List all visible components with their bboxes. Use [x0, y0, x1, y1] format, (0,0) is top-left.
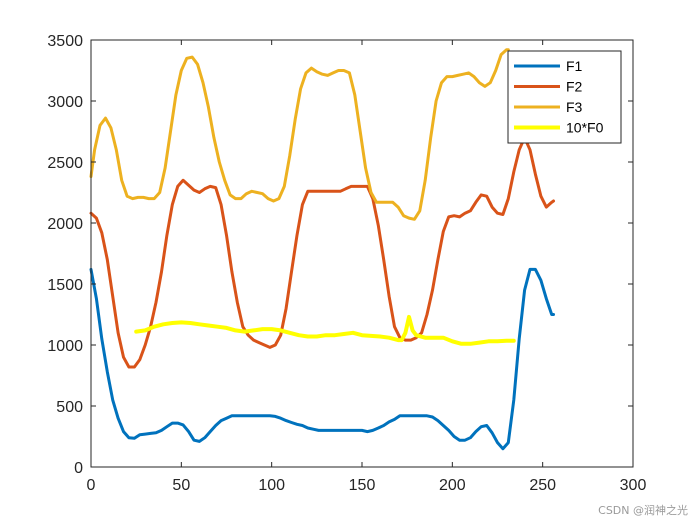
x-tick-label: 150 [349, 477, 376, 494]
series-line-f2 [89, 136, 555, 369]
y-tick-label: 0 [74, 460, 83, 477]
y-tick-label: 2000 [47, 216, 83, 233]
series-layer [89, 48, 555, 451]
y-tick-label: 500 [56, 399, 83, 416]
y-tick-label: 3500 [47, 33, 83, 50]
ticks-layer: 0 50 100 150 200 250 3000500100015002000250030… [47, 33, 646, 494]
x-tick-label: 50 [172, 477, 190, 494]
x-tick-label: 200 [439, 477, 466, 494]
x-tick-label: 300 [620, 477, 647, 494]
series-line-f3 [89, 48, 510, 221]
watermark: CSDN @润神之光 [598, 504, 688, 517]
y-tick-label: 1500 [47, 277, 83, 294]
y-tick-label: 2500 [47, 155, 83, 172]
series-line-f1 [89, 267, 555, 451]
series-line-10f0 [134, 314, 516, 346]
legend-label: F3 [566, 99, 583, 115]
legend-label: F2 [566, 79, 583, 95]
y-tick-label: 1000 [47, 338, 83, 355]
y-tick-label: 3000 [47, 94, 83, 111]
x-tick-label: 100 [258, 477, 285, 494]
legend: F1 F2 F3 10*F0 [507, 50, 622, 144]
x-tick-label: 0 [87, 477, 96, 494]
legend-label: F1 [566, 58, 583, 74]
x-tick-label: 250 [529, 477, 556, 494]
legend-label: 10*F0 [566, 120, 604, 136]
